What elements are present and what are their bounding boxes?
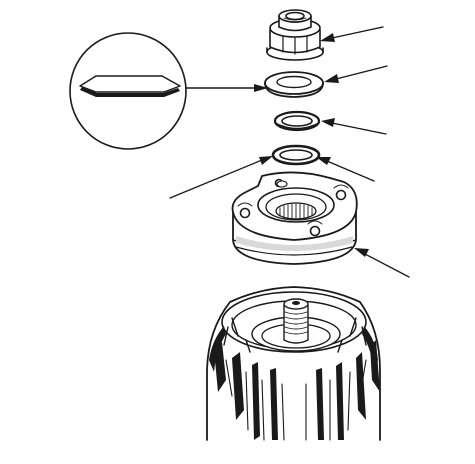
case-rim-notches [224,318,366,352]
seal-ring-lower [170,146,374,198]
nut-flange-rim [267,48,323,52]
seal-lower-inner [280,150,312,160]
nut-leader-line [332,27,383,38]
nut-thread-lines [284,18,306,23]
rib-2 [232,352,244,420]
washer-thickness [265,83,323,97]
rib-4 [270,368,278,440]
case-left-shade [209,326,226,372]
seal-upper-leader-arrow [321,118,335,127]
rib-3 [252,362,260,440]
seal-lower-leader-left [170,160,262,198]
seal-lower-arrow-right [316,157,331,165]
lug-hole-right [337,191,346,200]
case-shaft-hole [292,301,300,305]
rib-6 [336,362,344,440]
flange-nut [267,10,383,60]
washer-leader-arrow [324,74,339,83]
cover-shade [236,236,353,251]
case-rib-outlines [226,360,366,440]
case-right-shade [362,326,378,372]
seal-lower-leader-right [327,161,374,181]
bearing-housing-cover [233,172,409,277]
seal-lower-arrow-left [259,156,273,165]
gear-case [207,287,380,440]
lug-hole-left [241,209,250,218]
cover-small-bolt [277,181,287,187]
cover-splines [280,204,312,219]
inset-washer-section [80,76,180,92]
case-shaft-threads [285,312,307,334]
rib-5 [316,368,324,440]
inset-washer-shadow [80,87,180,97]
thrust-washer [265,66,387,97]
seal-upper-leader-line [332,123,386,134]
washer-leader-line [336,66,387,79]
cover-leader-arrow [354,248,369,257]
inset-leader-arrow [254,84,268,92]
rib-7 [356,352,366,420]
lug-boss-lines [238,185,348,224]
seal-upper-lip [275,123,319,129]
seal-ring-upper [275,112,386,134]
detail-inset [70,33,268,149]
lug-hole-front [311,227,320,236]
nut-bore [286,13,304,20]
nut-hex-facets [283,34,307,54]
cover-leader-line [365,254,409,277]
nut-leader-arrow [320,33,335,42]
seal-upper-inner [282,116,312,126]
washer-inner [277,77,311,88]
case-ribs [214,340,380,440]
